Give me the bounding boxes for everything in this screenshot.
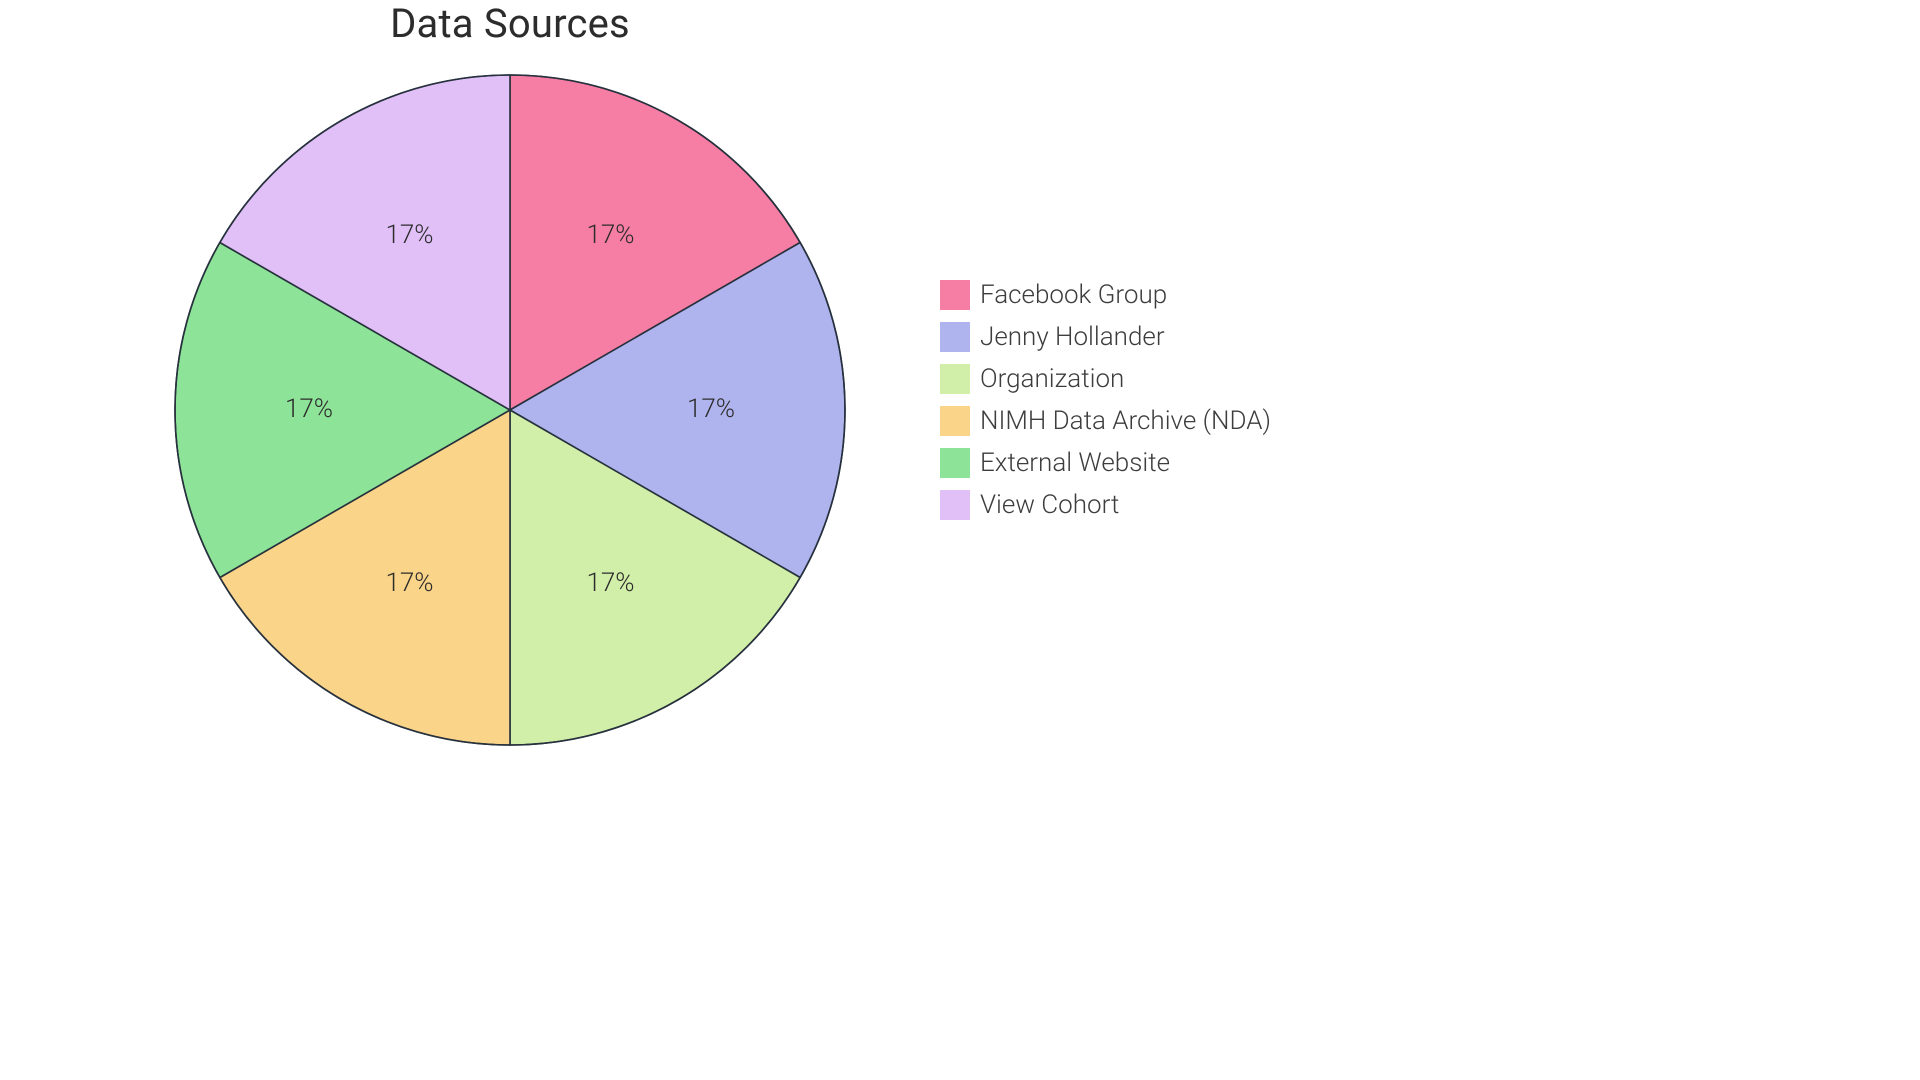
legend-swatch — [940, 280, 970, 310]
pie-holder: 17% 17% 17% 17% 17% 17% — [160, 60, 860, 764]
slice-percent-label: 17% — [586, 220, 634, 250]
legend-swatch — [940, 448, 970, 478]
slice-percent-label: 17% — [385, 568, 433, 598]
slice-percent-label: 17% — [285, 394, 333, 424]
slice-percent-label: 17% — [385, 220, 433, 250]
legend-item: View Cohort — [940, 490, 1271, 520]
legend-item: NIMH Data Archive (NDA) — [940, 406, 1271, 436]
legend-swatch — [940, 490, 970, 520]
legend-label: Jenny Hollander — [980, 322, 1165, 352]
chart-stage: Data Sources 17% 17% 17% 17% 17% 17% Facebook… — [0, 0, 1920, 1080]
legend-label: NIMH Data Archive (NDA) — [980, 406, 1271, 436]
legend-swatch — [940, 322, 970, 352]
pie-svg: 17% 17% 17% 17% 17% 17% — [160, 60, 860, 760]
pie-chart: Data Sources 17% 17% 17% 17% 17% 17% Facebook… — [160, 0, 1460, 800]
legend-item: External Website — [940, 448, 1271, 478]
slice-percent-label: 17% — [586, 568, 634, 598]
legend-label: Organization — [980, 364, 1124, 394]
legend-swatch — [940, 364, 970, 394]
legend: Facebook Group Jenny Hollander Organizatio… — [940, 280, 1271, 520]
legend-label: View Cohort — [980, 490, 1119, 520]
slice-percent-label: 17% — [687, 394, 735, 424]
chart-title: Data Sources — [160, 0, 860, 47]
legend-swatch — [940, 406, 970, 436]
legend-item: Organization — [940, 364, 1271, 394]
legend-item: Facebook Group — [940, 280, 1271, 310]
legend-label: Facebook Group — [980, 280, 1167, 310]
legend-item: Jenny Hollander — [940, 322, 1271, 352]
legend-label: External Website — [980, 448, 1170, 478]
